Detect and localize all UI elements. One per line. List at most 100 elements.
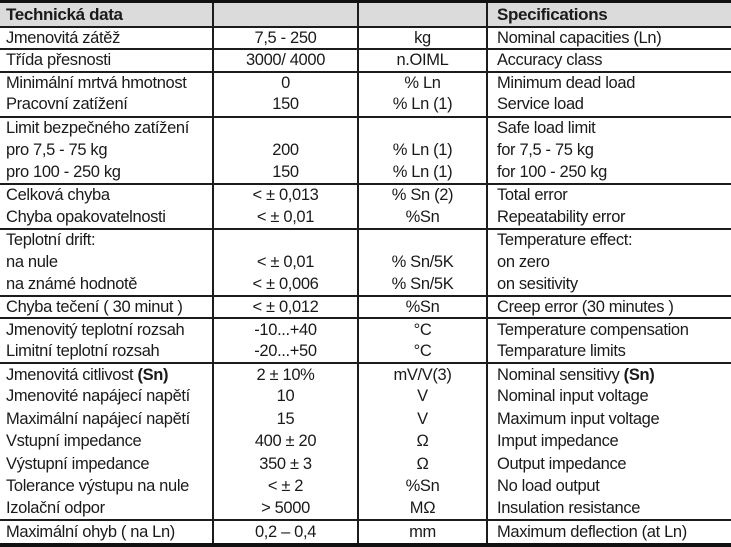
cell-parameter-en: Maximum deflection (at Ln) [486,520,731,543]
cell-parameter-en: Temperature compensation [486,318,731,341]
cell-unit: %Sn [357,206,487,230]
parameter-en-text: Service load [497,95,584,114]
parameter-cz-text: Jmenovitá zátěž [6,28,120,47]
cell-value: -20...+50 [212,340,358,365]
table-row: Tolerance výstupu na nule < ± 2 %Sn No l… [0,475,731,498]
parameter-en-text: Temperature compensation [497,320,689,339]
table-row: Limitní teplotní rozsah -20...+50 °C Tem… [0,340,731,365]
cell-unit: kg [357,27,487,51]
cell-parameter-en: Service load [486,94,731,118]
parameter-en-text: Output impedance [497,454,627,473]
table-row: na nule < ± 0,01 % Sn/5K on zero [0,251,731,274]
table-row: Jmenovitá citlivost (Sn) 2 ± 10% mV/V(3)… [0,363,731,386]
cell-unit [357,228,487,252]
cell-parameter-cz: Třída přesnosti [0,49,213,73]
spec-table-body: Jmenovitá zátěž 7,5 - 250 kg Nominal cap… [0,27,731,543]
header-value-column [212,3,358,28]
parameter-en-text: Maximum input voltage [497,409,660,428]
spec-table: Technická data Specifications Jmenovitá … [0,3,731,543]
cell-unit [357,116,487,140]
parameter-cz-text: na známé hodnotě [6,274,138,293]
cell-value [212,116,358,140]
parameter-en-text: Imput impedance [497,432,619,451]
cell-parameter-en: Temperature effect: [486,228,731,252]
cell-value: > 5000 [212,497,358,522]
parameter-cz-text: Výstupní impedance [6,454,150,473]
parameter-en-text: Nominal input voltage [497,387,649,406]
cell-value: < ± 0,01 [212,251,358,274]
cell-value: 150 [212,94,358,118]
cell-value: < ± 2 [212,475,358,498]
parameter-cz-text: Třída přesnosti [6,51,111,70]
cell-unit: % Sn (2) [357,183,487,207]
parameter-en-text: Maximum deflection (at Ln) [497,522,687,541]
cell-unit: % Sn/5K [357,273,487,298]
parameter-en-text: Total error [497,186,568,205]
parameter-en-text: for 100 - 250 kg [497,162,607,181]
cell-parameter-cz: Teplotní drift: [0,229,213,251]
parameter-en-text: No load output [497,477,600,496]
parameter-cz-text: Maximální ohyb ( na Ln) [6,522,175,541]
cell-parameter-cz: Chyba tečení ( 30 minut ) [0,296,213,320]
cell-parameter-cz: Výstupní impedance [0,453,213,475]
table-row: pro 7,5 - 75 kg 200 % Ln (1) for 7,5 - 7… [0,139,731,162]
parameter-en-text: Temperature effect: [497,231,633,249]
cell-unit: mV/V(3) [357,363,487,386]
cell-parameter-cz: Maximální napájecí napětí [0,408,213,430]
header-unit-column [357,3,487,28]
cell-value: 10 [212,385,358,409]
parameter-en-text: on zero [497,252,550,271]
cell-parameter-cz: Pracovní zatížení [0,94,213,118]
cell-value: 400 ± 20 [212,430,358,454]
cell-parameter-cz: Limitní teplotní rozsah [0,340,213,365]
cell-unit: %Sn [357,296,487,320]
cell-unit: % Ln (1) [357,94,487,118]
cell-unit: %Sn [357,475,487,498]
parameter-en-text: Nominal capacities (Ln) [497,28,662,47]
cell-parameter-en: Total error [486,183,731,207]
cell-parameter-en: Imput impedance [486,430,731,454]
parameter-en-text: Repeatability error [497,207,626,226]
cell-parameter-en: Nominal capacities (Ln) [486,27,731,51]
cell-parameter-en: Output impedance [486,453,731,476]
cell-parameter-en: for 7,5 - 75 kg [486,139,731,162]
cell-unit: °C [357,318,487,341]
parameter-cz-text: Teplotní drift: [6,231,96,249]
cell-value: 3000/ 4000 [212,49,358,73]
table-row: Výstupní impedance 350 ± 3 Ω Output impe… [0,453,731,476]
table-row: pro 100 - 250 kg 150 % Ln (1) for 100 - … [0,161,731,185]
cell-parameter-cz: na nule [0,251,213,273]
cell-parameter-en: Minimum dead load [486,71,731,95]
parameter-cz-bold: (Sn) [137,365,169,384]
cell-parameter-cz: na známé hodnotě [0,273,213,298]
cell-value: 0,2 – 0,4 [212,520,358,543]
cell-parameter-en: Temparature limits [486,340,731,365]
cell-unit: % Ln (1) [357,139,487,162]
cell-parameter-cz: Jmenovitá citlivost (Sn) [0,363,213,385]
cell-unit: V [357,408,487,431]
parameter-cz-text: pro 7,5 - 75 kg [6,140,108,159]
cell-parameter-en: Creep error (30 minutes ) [486,296,731,320]
cell-parameter-en: for 100 - 250 kg [486,161,731,185]
cell-parameter-cz: Chyba opakovatelnosti [0,206,213,230]
cell-parameter-en: Nominal sensitivy (Sn) [486,363,731,386]
cell-unit: °C [357,340,487,365]
table-row: Teplotní drift: Temperature effect: [0,228,731,252]
cell-unit: Ω [357,453,487,476]
cell-parameter-cz: Jmenovitá zátěž [0,27,213,51]
cell-parameter-cz: Celková chyba [0,184,213,206]
parameter-cz-text: na nule [6,252,58,271]
cell-parameter-cz: Jmenovité napájecí napětí [0,386,213,408]
table-row: na známé hodnotě < ± 0,006 % Sn/5K on se… [0,273,731,298]
cell-value: -10...+40 [212,318,358,341]
parameter-en-text: Accuracy class [497,51,603,70]
parameter-cz-text: Izolační odpor [6,499,105,518]
cell-parameter-en: Insulation resistance [486,497,731,522]
cell-parameter-en: Nominal input voltage [486,385,731,409]
cell-value: < ± 0,006 [212,273,358,298]
parameter-en-text: on sesitivity [497,274,578,293]
parameter-en-bold: (Sn) [623,365,655,384]
parameter-cz-text: Limitní teplotní rozsah [6,342,160,361]
cell-parameter-cz: Izolační odpor [0,497,213,522]
